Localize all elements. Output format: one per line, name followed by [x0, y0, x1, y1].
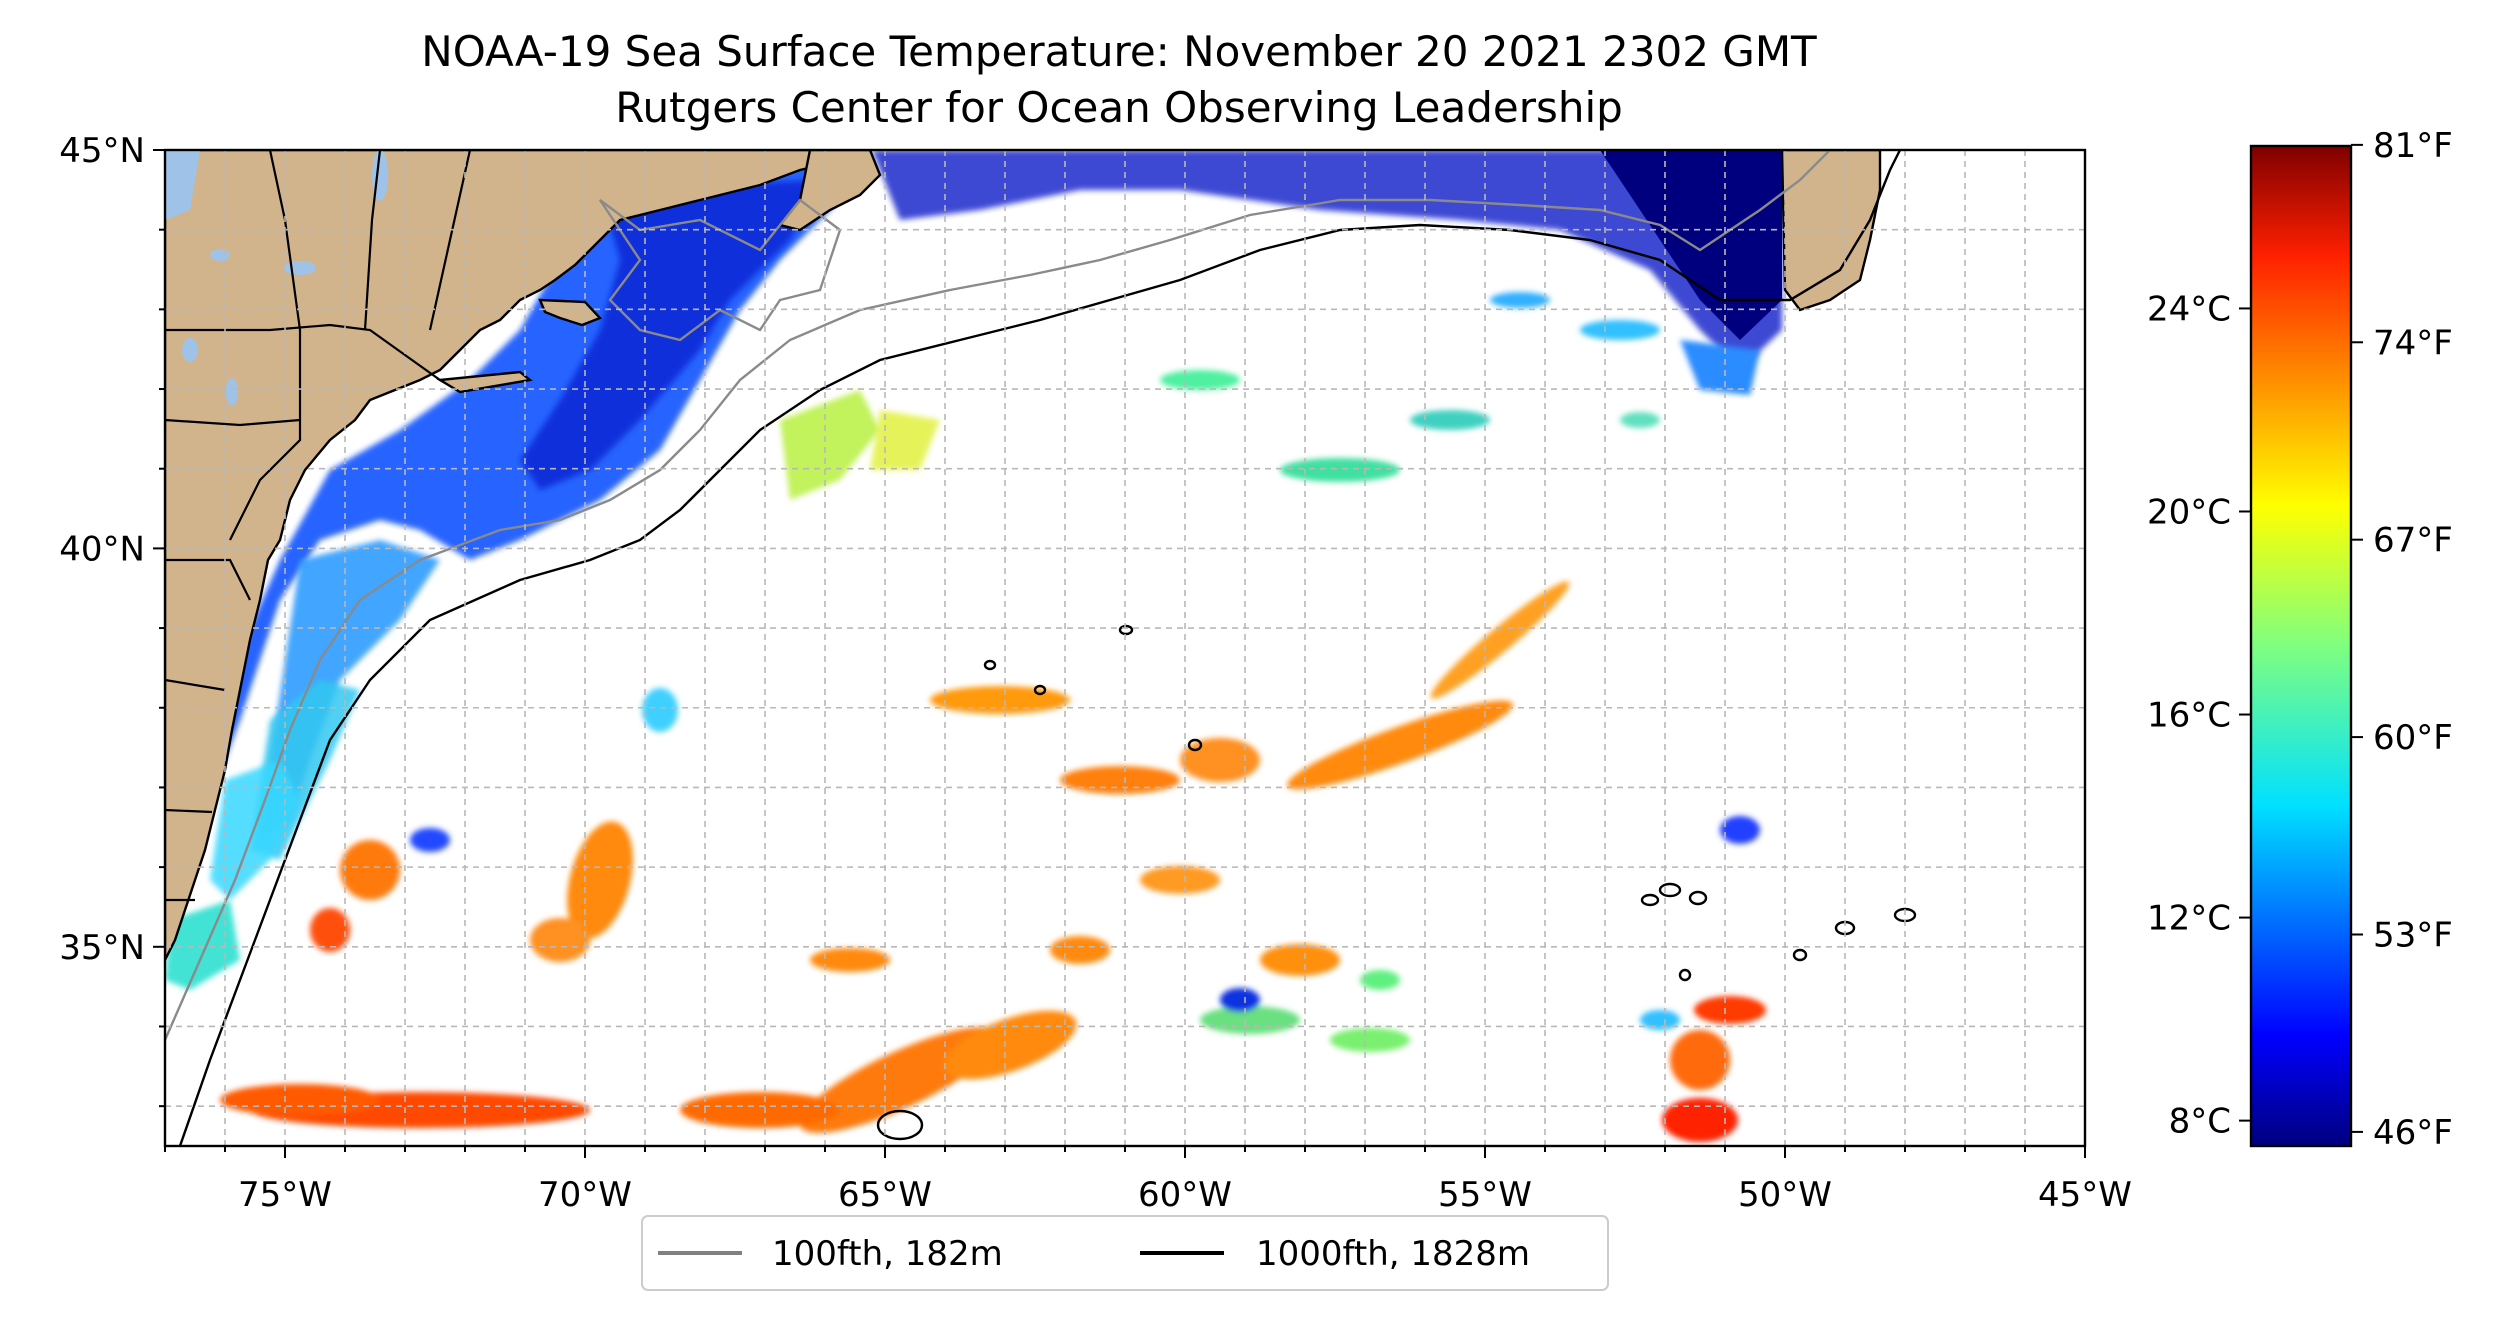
x-tick-label: 50°W [1738, 1175, 1832, 1215]
colorbar-fahrenheit-label: 46°F [2373, 1113, 2453, 1153]
colorbar-fahrenheit-label: 81°F [2373, 126, 2453, 166]
lake-shape [226, 378, 238, 406]
colorbar-celsius-label: 16°C [2147, 696, 2231, 736]
colorbar-fahrenheit-label: 53°F [2373, 915, 2453, 955]
colorbar-fahrenheit-label: 60°F [2373, 718, 2453, 758]
lake-shape [284, 261, 316, 275]
legend-frame [641, 1215, 1609, 1291]
y-tick-label: 40°N [59, 529, 145, 569]
title-line-1: NOAA-19 Sea Surface Temperature: Novembe… [421, 27, 1817, 76]
x-tick-label: 75°W [238, 1175, 332, 1215]
y-tick-label: 35°N [59, 928, 145, 968]
colorbar-celsius-label: 12°C [2147, 899, 2231, 939]
colorbar-gradient [2249, 144, 2353, 1148]
legend-label-100fth: 100fth, 182m [772, 1234, 1003, 1274]
legend-label-1000fth: 1000fth, 1828m [1256, 1234, 1530, 1274]
colorbar-celsius-label: 20°C [2147, 492, 2231, 532]
x-tick-label: 70°W [538, 1175, 632, 1215]
x-tick-label: 65°W [838, 1175, 932, 1215]
colorbar-fahrenheit-axis: 81°F 74°F 67°F 60°F 53°F 46°F [2351, 126, 2453, 1153]
colorbar-celsius-label: 24°C [2147, 289, 2231, 329]
x-tick-label: 55°W [1438, 1175, 1532, 1215]
map-gridlines [165, 150, 2085, 1146]
colorbar: 24°C 20°C 16°C 12°C 8°C 81°F 74°F 67°F 60°F 53°F… [2147, 126, 2453, 1153]
x-axis: 75°W 70°W 65°W 60°W 55°W 50°W 45°W [164, 1146, 2132, 1215]
lake-shape [210, 249, 230, 261]
y-tick-label: 45°N [59, 131, 145, 171]
map-area [165, 150, 2085, 1146]
colorbar-celsius-axis: 24°C 20°C 16°C 12°C 8°C [2147, 289, 2251, 1142]
colorbar-fahrenheit-label: 74°F [2373, 323, 2453, 363]
title-line-2: Rutgers Center for Ocean Observing Leade… [615, 83, 1623, 132]
x-tick-label: 45°W [2038, 1175, 2132, 1215]
colorbar-fahrenheit-label: 67°F [2373, 521, 2453, 561]
lake-shape [182, 338, 198, 362]
sst-offshore-patches [220, 292, 1766, 1142]
colorbar-celsius-label: 8°C [2169, 1102, 2231, 1142]
isobath-legend: 100fth, 182m 1000fth, 1828m [641, 1215, 1609, 1291]
y-axis: 35°N 40°N 45°N [59, 131, 165, 1108]
x-tick-label: 60°W [1138, 1175, 1232, 1215]
